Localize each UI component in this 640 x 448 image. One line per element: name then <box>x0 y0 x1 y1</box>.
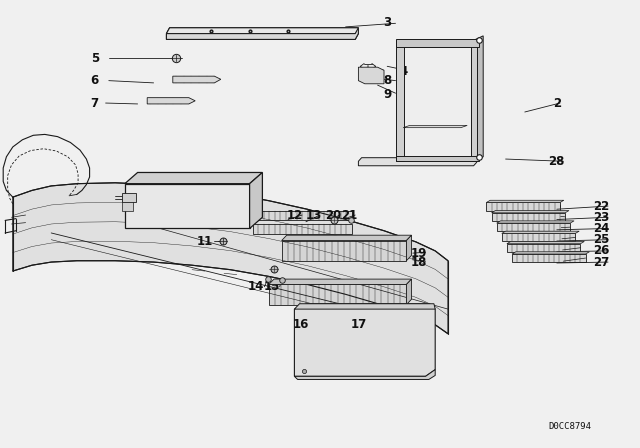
Polygon shape <box>269 279 412 284</box>
Text: 24: 24 <box>593 222 610 235</box>
Polygon shape <box>294 304 435 309</box>
Text: 20: 20 <box>324 208 341 222</box>
Text: 2: 2 <box>553 96 561 110</box>
Polygon shape <box>497 221 574 223</box>
Text: 5: 5 <box>91 52 99 65</box>
Text: 19: 19 <box>411 246 428 260</box>
Polygon shape <box>294 370 435 379</box>
Bar <box>512 254 586 262</box>
Bar <box>492 213 565 221</box>
Polygon shape <box>358 158 477 166</box>
Bar <box>122 199 133 211</box>
Polygon shape <box>492 211 569 213</box>
Bar <box>400 90 469 103</box>
Polygon shape <box>125 184 250 228</box>
Bar <box>122 193 136 202</box>
Polygon shape <box>502 231 579 233</box>
Polygon shape <box>474 36 483 161</box>
Bar <box>253 224 352 234</box>
Bar <box>396 39 479 47</box>
Polygon shape <box>358 67 384 84</box>
Polygon shape <box>397 40 474 161</box>
Polygon shape <box>486 200 564 202</box>
Text: 9: 9 <box>383 87 391 101</box>
Polygon shape <box>294 304 435 376</box>
Text: 10: 10 <box>209 204 226 217</box>
Polygon shape <box>507 241 584 244</box>
Bar <box>400 73 469 85</box>
Text: 11: 11 <box>196 235 213 249</box>
Polygon shape <box>166 28 358 34</box>
Polygon shape <box>250 172 262 228</box>
Bar <box>502 233 575 241</box>
Text: 17: 17 <box>350 318 367 332</box>
Bar <box>282 241 406 261</box>
Bar <box>486 202 560 211</box>
Bar <box>396 156 479 161</box>
Text: 27: 27 <box>593 255 610 269</box>
Text: 21: 21 <box>340 208 357 222</box>
Text: 26: 26 <box>593 244 610 258</box>
Bar <box>497 223 570 231</box>
Bar <box>400 55 469 67</box>
Text: 25: 25 <box>593 233 610 246</box>
Text: 14: 14 <box>248 280 264 293</box>
Polygon shape <box>173 76 221 83</box>
Polygon shape <box>147 98 195 104</box>
Text: 16: 16 <box>292 318 309 332</box>
Bar <box>253 211 352 220</box>
Polygon shape <box>406 235 412 261</box>
Text: 7: 7 <box>91 96 99 110</box>
Polygon shape <box>125 172 262 184</box>
Text: 28: 28 <box>548 155 565 168</box>
Text: 15: 15 <box>264 280 280 293</box>
Bar <box>507 244 580 252</box>
Text: 1: 1 <box>195 181 202 195</box>
Bar <box>269 284 406 305</box>
Text: 13: 13 <box>305 208 322 222</box>
Text: 4: 4 <box>399 65 407 78</box>
Polygon shape <box>403 125 467 128</box>
Text: D0CC8794: D0CC8794 <box>548 422 591 431</box>
Text: 12: 12 <box>286 208 303 222</box>
Text: 8: 8 <box>383 74 391 87</box>
Bar <box>471 40 477 161</box>
Polygon shape <box>166 28 358 39</box>
Text: 23: 23 <box>593 211 610 224</box>
Polygon shape <box>512 252 589 254</box>
Bar <box>400 108 469 121</box>
Text: 18: 18 <box>411 255 428 269</box>
Polygon shape <box>282 235 412 241</box>
Bar <box>400 126 469 139</box>
Text: 6: 6 <box>91 74 99 87</box>
Polygon shape <box>406 279 412 305</box>
Text: 22: 22 <box>593 199 610 213</box>
Polygon shape <box>13 183 448 334</box>
Text: 3: 3 <box>383 16 391 29</box>
Bar <box>400 144 469 157</box>
Bar <box>396 40 404 161</box>
